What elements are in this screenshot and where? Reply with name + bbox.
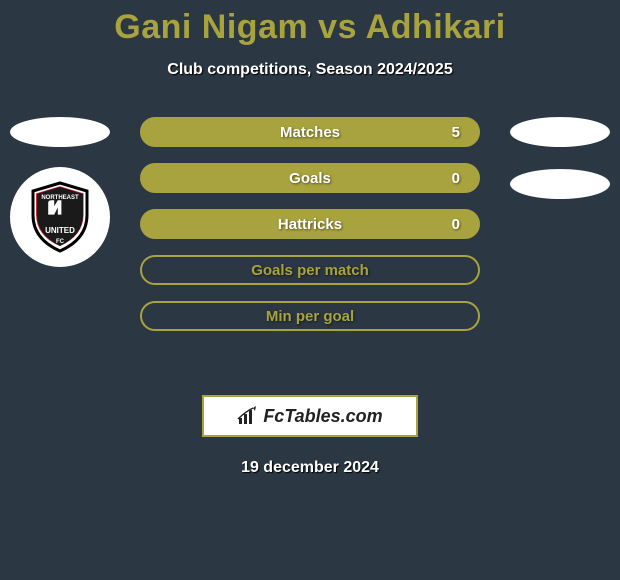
stat-bar-matches: Matches 5 xyxy=(140,117,480,147)
date-text: 19 december 2024 xyxy=(0,459,620,477)
stats-column: Matches 5 Goals 0 Hattricks 0 Goals per … xyxy=(140,117,480,331)
stat-bar-goals: Goals 0 xyxy=(140,163,480,193)
stat-value: 5 xyxy=(452,124,460,141)
svg-text:FC: FC xyxy=(56,239,65,245)
logo-text-bottom: UNITED xyxy=(45,226,75,235)
player-right-photo-placeholder xyxy=(510,117,610,147)
stat-label: Goals xyxy=(289,170,331,187)
chart-icon xyxy=(237,406,261,426)
logo-text-top: NORTHEAST xyxy=(41,195,79,201)
right-column xyxy=(500,117,620,199)
page-title: Gani Nigam vs Adhikari xyxy=(0,0,620,47)
stat-label: Goals per match xyxy=(251,262,369,279)
stat-bar-min-per-goal: Min per goal xyxy=(140,301,480,331)
stat-label: Matches xyxy=(280,124,340,141)
page-subtitle: Club competitions, Season 2024/2025 xyxy=(0,61,620,79)
stat-bar-hattricks: Hattricks 0 xyxy=(140,209,480,239)
team-right-logo-placeholder xyxy=(510,169,610,199)
team-left-logo: NORTHEAST UNITED FC xyxy=(10,167,110,267)
stat-label: Hattricks xyxy=(278,216,342,233)
stat-value: 0 xyxy=(452,216,460,233)
content-area: NORTHEAST UNITED FC Matches 5 Goals 0 Ha… xyxy=(0,117,620,377)
stat-value: 0 xyxy=(452,170,460,187)
player-left-photo-placeholder xyxy=(10,117,110,147)
left-column: NORTHEAST UNITED FC xyxy=(0,117,120,267)
fctables-branding: FcTables.com xyxy=(202,395,418,437)
stat-bar-goals-per-match: Goals per match xyxy=(140,255,480,285)
stat-label: Min per goal xyxy=(266,308,354,325)
fctables-text: FcTables.com xyxy=(263,406,382,427)
